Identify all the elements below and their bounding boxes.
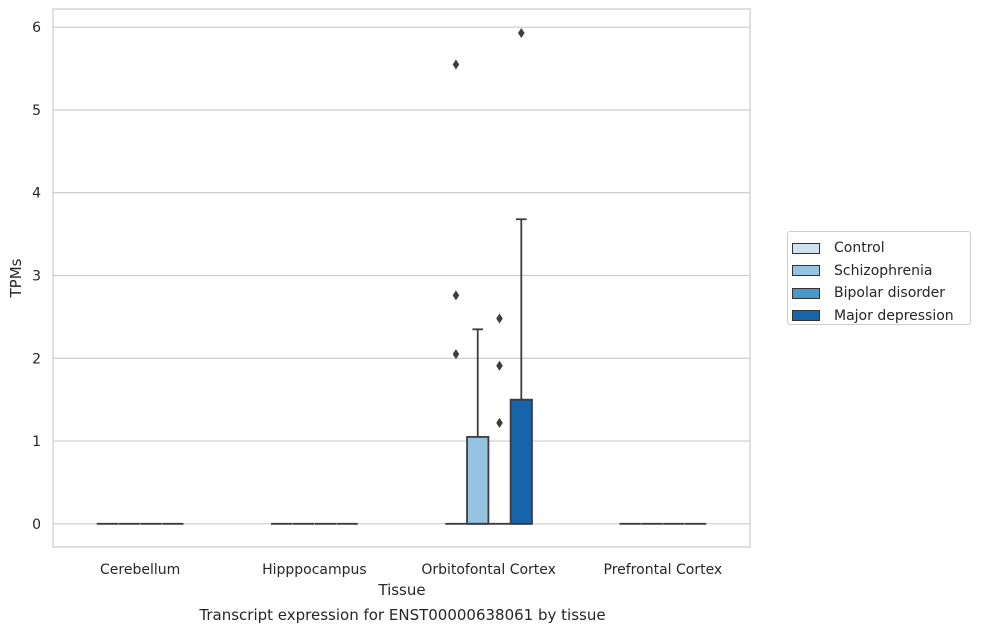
y-tick-label: 1 [32,434,41,450]
box-body [509,398,533,525]
box-bipolar-disorder [488,313,511,525]
legend-item: Schizophrenia [792,260,970,283]
y-tick-label: 5 [32,103,41,119]
legend-label: Control [834,240,885,257]
legend-swatch [792,265,820,277]
x-tick-label: Cerebellum [100,562,180,578]
x-tick-label: Hipppocampus [262,562,367,578]
y-axis-label: TPMs [7,258,25,298]
legend-label: Major depression [834,307,954,324]
x-tick-label: Orbitofontal Cortex [421,562,556,578]
y-tick-label: 6 [32,20,41,36]
box-schizophrenia [466,328,490,525]
x-tick-label: Prefrontal Cortex [604,562,723,578]
outlier-point [452,290,460,301]
box-body [466,436,490,525]
legend-swatch [792,310,820,322]
legend-item: Major depression [792,305,970,328]
x-axis-label: Tissue [377,581,425,599]
outlier-point [517,28,525,39]
box-major-depression [509,28,533,525]
plot-frame [52,8,751,548]
y-tick-label: 3 [32,269,41,285]
legend-label: Schizophrenia [834,262,933,279]
y-tick-label: 2 [32,351,41,367]
outlier-point [452,59,460,70]
outlier-point [496,313,503,324]
axis-ticks: 0 1 2 3 4 5 6 Cerebellum Hipppocampus Orbitofonta… [32,20,722,578]
outlier-point [496,360,503,371]
outlier-point [452,349,460,360]
chart-caption: Transcript expression for ENST0000063806… [199,606,606,624]
y-tick-label: 4 [32,186,41,202]
box-layer [96,28,707,525]
y-tick-label: 0 [32,517,41,533]
outlier-point [496,417,503,428]
legend-item: Bipolar disorder [792,282,970,305]
box-control [445,59,467,525]
legend-swatch [792,242,820,254]
legend-label: Bipolar disorder [834,285,946,302]
legend-swatch [792,287,820,299]
legend: Control Schizophrenia Bipolar disorder Majo… [787,231,971,325]
gridlines [53,26,750,525]
legend-item: Control [792,237,970,260]
